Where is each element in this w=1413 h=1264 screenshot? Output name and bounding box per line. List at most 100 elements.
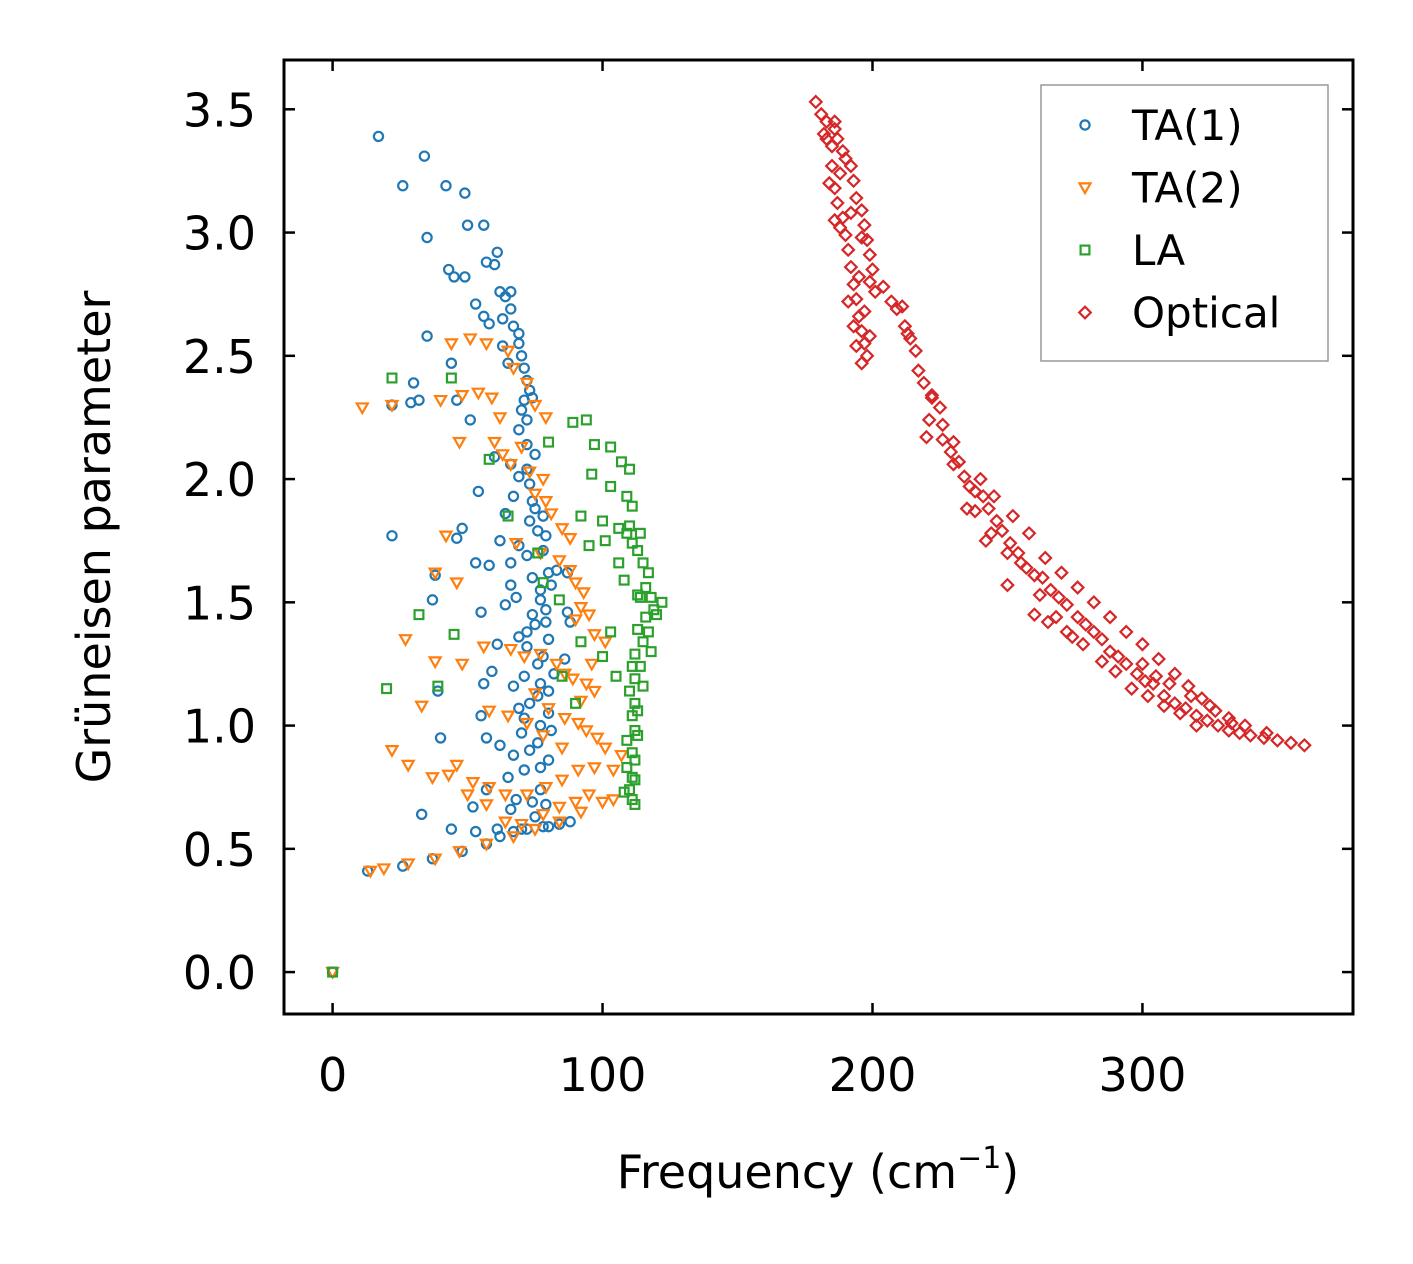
data-point — [515, 350, 528, 362]
data-point — [894, 299, 910, 314]
data-point — [505, 286, 517, 298]
data-point — [478, 677, 490, 690]
data-point — [500, 710, 516, 724]
data-point — [519, 789, 535, 803]
data-point — [946, 456, 961, 472]
data-point — [599, 535, 611, 547]
data-point — [621, 490, 633, 502]
series-la — [327, 372, 668, 978]
data-point — [523, 744, 536, 756]
data-point — [1064, 629, 1080, 645]
data-point — [386, 372, 398, 384]
x-axis-title-superscript: −1 — [957, 1141, 1001, 1176]
data-point — [578, 725, 594, 739]
data-point — [848, 291, 864, 307]
data-point — [418, 150, 431, 162]
legend-entry: TA(2) — [1077, 164, 1243, 213]
data-point — [535, 809, 551, 823]
data-point — [827, 212, 843, 228]
data-point — [432, 680, 444, 692]
data-point — [1167, 696, 1183, 711]
data-point — [921, 412, 937, 428]
data-point — [534, 594, 547, 606]
data-point — [570, 764, 586, 778]
data-point — [846, 318, 861, 334]
data-point — [573, 806, 589, 820]
data-point — [475, 606, 487, 618]
data-point — [529, 448, 541, 461]
data-point — [605, 794, 621, 808]
data-point — [595, 796, 610, 810]
data-point — [469, 557, 482, 569]
data-point — [362, 865, 378, 879]
data-point — [505, 579, 517, 591]
data-point — [537, 510, 549, 522]
data-point — [507, 749, 520, 761]
legend-marker — [1079, 119, 1091, 131]
data-point — [1156, 688, 1172, 704]
data-point — [1297, 737, 1312, 753]
data-point — [492, 412, 508, 426]
data-point — [581, 789, 597, 803]
data-point — [523, 697, 536, 710]
data-point — [1075, 636, 1091, 652]
data-point — [413, 394, 425, 406]
data-point — [1027, 567, 1042, 583]
data-point — [551, 801, 567, 815]
plot-frame — [282, 58, 1355, 1016]
data-point — [467, 801, 479, 813]
data-point — [534, 677, 547, 690]
data-point — [462, 333, 478, 347]
data-point — [994, 523, 1010, 539]
data-point — [1005, 508, 1021, 524]
data-point — [613, 557, 625, 569]
data-point — [1000, 577, 1015, 593]
data-point — [854, 355, 870, 371]
data-point — [542, 754, 555, 766]
data-point — [578, 678, 594, 692]
data-point — [459, 187, 471, 199]
y-tick-label: 0.0 — [183, 946, 256, 1000]
data-point — [542, 685, 555, 697]
data-point — [540, 530, 552, 542]
data-point — [597, 742, 613, 756]
data-point — [497, 816, 513, 830]
data-point — [553, 594, 565, 606]
data-point — [1259, 725, 1274, 741]
data-point — [597, 636, 613, 650]
data-point — [543, 436, 555, 448]
data-point — [632, 589, 644, 601]
data-point — [564, 816, 576, 828]
data-point — [916, 375, 932, 391]
legend-label: TA(1) — [1131, 101, 1243, 150]
data-point — [1135, 656, 1150, 672]
data-point — [629, 697, 641, 709]
data-point — [629, 798, 641, 810]
data-point — [521, 626, 533, 638]
data-point — [587, 629, 602, 643]
legend-entry: LA — [1079, 226, 1185, 275]
data-point — [586, 468, 598, 480]
x-tick-label: 0 — [318, 1048, 347, 1102]
data-point — [637, 636, 649, 648]
data-point — [840, 294, 856, 309]
data-point — [502, 771, 514, 784]
y-tick-label: 1.5 — [183, 576, 256, 630]
legend-entry: TA(1) — [1079, 101, 1243, 150]
data-point — [935, 417, 951, 433]
data-point — [518, 362, 530, 374]
data-point — [1078, 617, 1094, 632]
data-point — [551, 555, 567, 569]
data-point — [862, 274, 878, 290]
data-point — [1151, 651, 1166, 667]
x-axis-title-suffix: ) — [1001, 1145, 1019, 1199]
data-point — [575, 636, 587, 648]
data-point — [480, 732, 493, 744]
data-point — [808, 94, 824, 110]
data-point — [642, 626, 654, 638]
data-point — [570, 717, 586, 731]
data-point — [854, 230, 870, 245]
data-point — [986, 488, 1002, 504]
legend-label: LA — [1132, 226, 1185, 275]
data-point — [1199, 713, 1215, 729]
